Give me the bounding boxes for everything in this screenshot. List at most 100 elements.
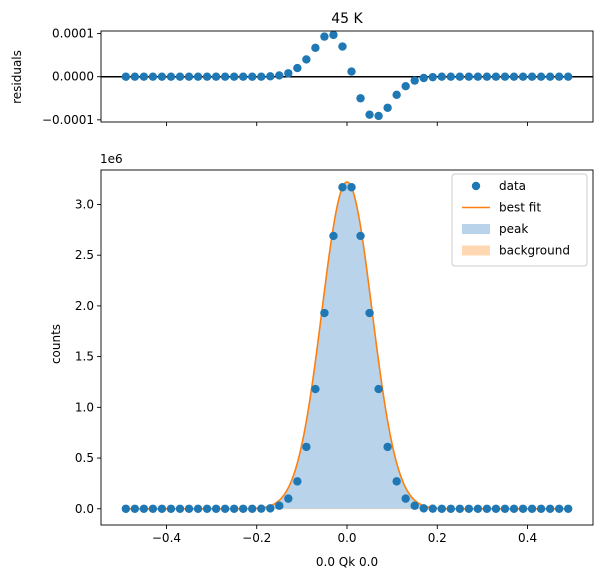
residual-point [428,72,437,82]
x-tick-label: 0.4 [518,531,537,545]
data-point [347,183,356,192]
residual-point [374,111,383,121]
data-point [482,504,492,513]
data-point [284,494,293,503]
residuals-y-tick-label: 0.0000 [52,70,94,84]
residual-point [130,72,140,81]
residual-point [392,90,401,100]
y-tick-label: 0.0 [75,502,94,516]
residual-point [166,72,176,81]
legend-label: background [499,244,570,258]
data-point [248,504,257,513]
data-point [238,504,248,513]
data-point [220,504,230,513]
data-point [166,504,176,513]
data-point [148,504,158,513]
x-tick-label: −0.4 [152,531,181,545]
data-point [518,504,528,513]
residual-point [410,76,419,85]
legend: data best fit peak background [451,173,588,267]
y-tick-label: 1.0 [75,400,94,414]
data-point [266,504,275,513]
data-point [563,504,573,513]
residual-point [320,32,329,41]
peak-area [125,181,569,509]
residual-point [293,63,302,73]
residual-point [284,69,293,78]
data-point [139,504,149,513]
data-point [356,231,365,241]
y-tick-label: 1.5 [75,350,94,364]
residual-point [446,72,456,81]
main-axes: −0.4 −0.2 0.0 0.2 0.4 0.0 0.5 1.0 1.5 2.0 2.5 3.0 [75,169,594,545]
residuals-panel: 45 K −0.0001 0.0000 0.0001 residuals [10,11,594,127]
residual-point [238,72,248,81]
residuals-marks [101,30,593,121]
residual-point [401,82,410,91]
residual-point [175,72,185,81]
data-point [491,504,501,513]
legend-patch-peak [462,224,490,234]
data-point [130,504,140,513]
residual-point [275,71,284,80]
residual-point [365,110,374,119]
residual-point [437,72,446,81]
data-point [509,504,519,513]
data-point [473,504,483,513]
residual-point [229,72,239,81]
data-point [446,504,456,513]
x-tick-label: 0.2 [428,531,447,545]
data-point [311,384,320,394]
residual-point [563,72,573,81]
y-tick-label: 2.5 [75,248,94,262]
residual-point [509,72,519,81]
residual-point [500,72,510,81]
residuals-y-tick-label: 0.0001 [52,27,94,41]
residual-point [482,72,492,81]
data-point [437,504,446,513]
residual-point [554,72,564,81]
residual-point [157,72,167,81]
data-point [338,183,347,192]
legend-patch-background [462,245,490,256]
data-point [229,504,239,513]
residual-point [211,72,221,81]
residual-point [302,55,311,64]
data-point [545,504,555,513]
main-ylabel: counts [49,324,63,364]
legend-label: peak [499,222,528,236]
residual-point [311,43,320,53]
residual-point [184,72,194,81]
main-marks [121,181,573,513]
data-point [184,504,194,513]
data-point [464,504,474,513]
main-panel: −0.4 −0.2 0.0 0.2 0.4 0.0 0.5 1.0 1.5 2.0 2.5 3.0 1… [49,152,594,569]
data-point [536,504,546,513]
data-point [554,504,564,513]
residual-point [121,72,131,81]
residual-point [383,103,392,112]
data-point [202,504,212,513]
legend-label: best fit [499,201,541,215]
data-point [157,504,167,513]
residual-point [356,94,365,103]
data-point [193,504,203,513]
y-tick-label: 0.5 [75,451,94,465]
data-point [121,504,131,513]
data-point [383,442,392,452]
data-point [275,501,284,510]
chart-title: 45 K [331,11,363,27]
data-point [410,501,419,510]
residuals-ylabel: residuals [10,50,24,104]
residual-point [220,72,230,81]
data-point [211,504,221,513]
data-point [527,504,537,513]
y-offset-text: 1e6 [100,152,123,166]
data-point [302,442,311,452]
data-point [455,504,465,513]
residual-point [545,72,555,81]
data-point [329,231,338,241]
data-point [500,504,510,513]
residual-point [338,42,347,51]
y-tick-label: 3.0 [75,197,94,211]
